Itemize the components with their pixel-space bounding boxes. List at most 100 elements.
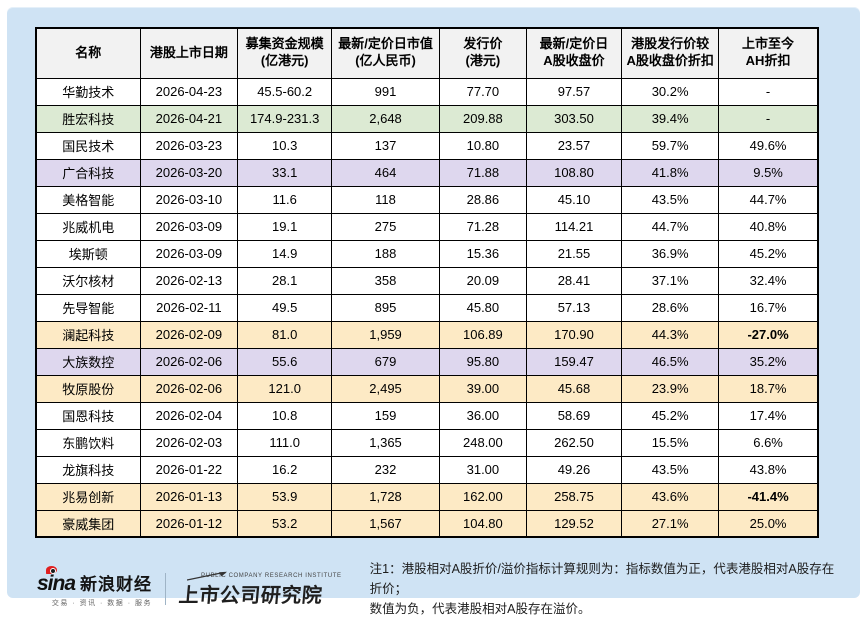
institute-title: 上市公司研究院 <box>177 582 324 607</box>
table-row: 沃尔核材 2026-02-13 28.1 358 20.09 28.41 37.1% 32.4… <box>35 266 819 295</box>
cell-a-close: 49.26 <box>525 455 623 484</box>
table-row: 龙旗科技 2026-01-22 16.2 232 31.00 49.26 43.5% 43.8… <box>35 455 819 484</box>
table-row: 兆威机电 2026-03-09 19.1 275 71.28 114.21 44.7% 40.… <box>35 212 819 241</box>
cell-mcap: 2,495 <box>331 374 440 403</box>
cell-name: 美格智能 <box>35 185 141 214</box>
cell-ah-discount: - <box>718 77 819 106</box>
cell-raise: 49.5 <box>237 293 333 322</box>
cell-mcap: 118 <box>331 185 440 214</box>
cell-discount: 44.3% <box>621 320 720 349</box>
cell-discount: 41.8% <box>621 158 720 187</box>
cell-ah-discount: -27.0% <box>718 320 819 349</box>
cell-raise: 28.1 <box>237 266 333 295</box>
cell-name: 豪威集团 <box>35 509 141 538</box>
cell-raise: 10.8 <box>237 401 333 430</box>
cell-raise: 53.2 <box>237 509 333 538</box>
cell-name: 东鹏饮料 <box>35 428 141 457</box>
cell-mcap: 679 <box>331 347 440 376</box>
cell-ah-discount: 45.2% <box>718 239 819 268</box>
cell-issue-price: 28.86 <box>438 185 527 214</box>
cell-discount: 27.1% <box>621 509 720 538</box>
cell-date: 2026-02-11 <box>139 293 239 322</box>
table-row: 豪威集团 2026-01-12 53.2 1,567 104.80 129.52 27.1%… <box>35 509 819 538</box>
cell-name: 广合科技 <box>35 158 141 187</box>
cell-a-close: 21.55 <box>525 239 623 268</box>
cell-ah-discount: 49.6% <box>718 131 819 160</box>
table-row: 国民技术 2026-03-23 10.3 137 10.80 23.57 59.7% 49.6… <box>35 131 819 160</box>
cell-raise: 121.0 <box>237 374 333 403</box>
cell-discount: 46.5% <box>621 347 720 376</box>
table-row: 广合科技 2026-03-20 33.1 464 71.88 108.80 41.8% 9.5… <box>35 158 819 187</box>
cell-name: 先导智能 <box>35 293 141 322</box>
cell-mcap: 275 <box>331 212 440 241</box>
cell-ah-discount: 6.6% <box>718 428 819 457</box>
cell-issue-price: 31.00 <box>438 455 527 484</box>
hk-listings-table: 名称 港股上市日期 募集资金规模 (亿港元) 最新/定价日市值 (亿人民币) 发行价 (… <box>35 27 819 538</box>
cell-discount: 28.6% <box>621 293 720 322</box>
cell-ah-discount: 40.8% <box>718 212 819 241</box>
column-header: 最新/定价日 A股收盘价 <box>525 27 623 79</box>
cell-issue-price: 95.80 <box>438 347 527 376</box>
cell-a-close: 114.21 <box>525 212 623 241</box>
table-row: 东鹏饮料 2026-02-03 111.0 1,365 248.00 262.50 15.5… <box>35 428 819 457</box>
content-panel: 名称 港股上市日期 募集资金规模 (亿港元) 最新/定价日市值 (亿人民币) 发行价 (… <box>7 7 860 616</box>
cell-issue-price: 248.00 <box>438 428 527 457</box>
cell-issue-price: 39.00 <box>438 374 527 403</box>
cell-discount: 43.5% <box>621 185 720 214</box>
cell-discount: 15.5% <box>621 428 720 457</box>
cell-raise: 14.9 <box>237 239 333 268</box>
brand-logos: sina 新浪财经 交易 · 资讯 · 数据 · 服务 PUBLIC COMPA… <box>37 566 342 608</box>
cell-mcap: 1,567 <box>331 509 440 538</box>
logo-divider <box>165 573 167 605</box>
cell-mcap: 1,959 <box>331 320 440 349</box>
cell-issue-price: 10.80 <box>438 131 527 160</box>
footer: sina 新浪财经 交易 · 资讯 · 数据 · 服务 PUBLIC COMPA… <box>37 559 837 619</box>
cell-issue-price: 45.80 <box>438 293 527 322</box>
cell-raise: 33.1 <box>237 158 333 187</box>
cell-raise: 174.9-231.3 <box>237 104 333 133</box>
cell-ah-discount: 17.4% <box>718 401 819 430</box>
cell-date: 2026-03-10 <box>139 185 239 214</box>
column-header: 港股发行价较 A股收盘价折扣 <box>621 27 720 79</box>
cell-issue-price: 77.70 <box>438 77 527 106</box>
cell-issue-price: 15.36 <box>438 239 527 268</box>
table-row: 华勤技术 2026-04-23 45.5-60.2 991 77.70 97.57 30.2… <box>35 77 819 106</box>
cell-name: 大族数控 <box>35 347 141 376</box>
cell-discount: 36.9% <box>621 239 720 268</box>
sina-wordmark: sina <box>37 566 76 596</box>
cell-issue-price: 71.88 <box>438 158 527 187</box>
table-row: 国恩科技 2026-02-04 10.8 159 36.00 58.69 45.2% 17.4… <box>35 401 819 430</box>
cell-date: 2026-02-03 <box>139 428 239 457</box>
cell-a-close: 45.68 <box>525 374 623 403</box>
cell-mcap: 464 <box>331 158 440 187</box>
cell-a-close: 108.80 <box>525 158 623 187</box>
column-header: 发行价 (港元) <box>438 27 527 79</box>
cell-name: 国恩科技 <box>35 401 141 430</box>
cell-name: 兆威机电 <box>35 212 141 241</box>
cell-discount: 44.7% <box>621 212 720 241</box>
column-header: 港股上市日期 <box>139 27 239 79</box>
cell-ah-discount: 43.8% <box>718 455 819 484</box>
cell-ah-discount: 9.5% <box>718 158 819 187</box>
sina-finance-logo: sina 新浪财经 交易 · 资讯 · 数据 · 服务 <box>37 566 153 608</box>
column-header: 名称 <box>35 27 141 79</box>
cell-raise: 55.6 <box>237 347 333 376</box>
cell-discount: 45.2% <box>621 401 720 430</box>
cell-name: 澜起科技 <box>35 320 141 349</box>
cell-raise: 19.1 <box>237 212 333 241</box>
sina-wordmark-text: sina <box>37 572 76 595</box>
cell-raise: 111.0 <box>237 428 333 457</box>
cell-a-close: 97.57 <box>525 77 623 106</box>
table-row: 大族数控 2026-02-06 55.6 679 95.80 159.47 46.5% 35.… <box>35 347 819 376</box>
cell-raise: 16.2 <box>237 455 333 484</box>
column-header: 募集资金规模 (亿港元) <box>237 27 333 79</box>
sina-tagline: 交易 · 资讯 · 数据 · 服务 <box>51 600 153 607</box>
cell-date: 2026-02-04 <box>139 401 239 430</box>
cell-a-close: 170.90 <box>525 320 623 349</box>
table-row: 先导智能 2026-02-11 49.5 895 45.80 57.13 28.6% 16.7… <box>35 293 819 322</box>
cell-mcap: 137 <box>331 131 440 160</box>
cell-ah-discount: 25.0% <box>718 509 819 538</box>
cell-date: 2026-02-06 <box>139 374 239 403</box>
institute-subtitle: PUBLIC COMPANY RESEARCH INSTITUTE <box>201 572 342 579</box>
